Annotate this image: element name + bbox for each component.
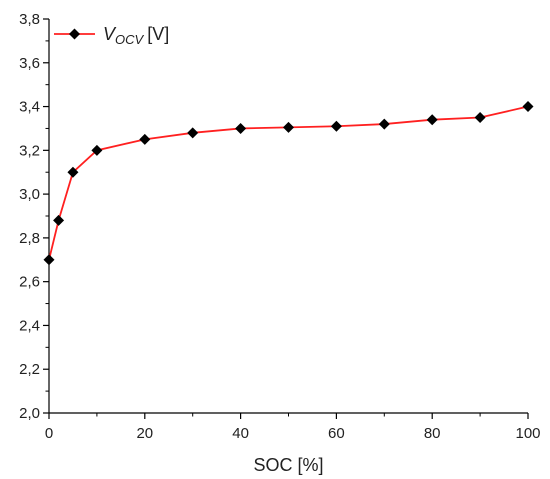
x-tick-label: 20 <box>136 425 153 442</box>
y-tick-label: 2,4 <box>19 317 40 334</box>
legend-label: VOCV [V] <box>103 24 169 47</box>
data-point-marker <box>187 127 199 139</box>
y-tick-label: 2,0 <box>19 405 40 422</box>
axes <box>48 19 528 414</box>
x-tick-label: 80 <box>424 425 441 442</box>
x-tick-label: 60 <box>328 425 345 442</box>
data-point-marker <box>330 120 342 132</box>
data-point-marker <box>67 166 79 178</box>
y-tick-label: 2,8 <box>19 230 40 247</box>
data-point-marker <box>235 122 247 134</box>
y-axis-ticks: 2,0 2,2 2,4 2,6 2,8 3,0 3,2 3,4 3,6 3,8 <box>19 11 49 422</box>
data-point-marker <box>43 254 55 266</box>
y-tick-label: 2,6 <box>19 274 40 291</box>
x-tick-label: 40 <box>232 425 249 442</box>
legend: VOCV [V] <box>54 24 169 47</box>
legend-marker-diamond <box>69 28 80 40</box>
data-point-marker <box>474 112 486 123</box>
x-tick-label: 100 <box>515 425 540 442</box>
legend-label-subscript: OCV <box>115 32 145 47</box>
y-tick-label: 3,8 <box>19 11 40 28</box>
data-point-marker <box>91 144 103 156</box>
data-point-marker <box>378 118 390 130</box>
data-point-marker <box>283 121 294 133</box>
x-axis-label: SOC [%] <box>253 455 323 475</box>
x-tick-label: 0 <box>45 425 53 442</box>
data-point-marker <box>426 114 438 126</box>
legend-label-unit: [V] <box>147 24 169 44</box>
y-tick-label: 2,2 <box>19 361 40 378</box>
y-tick-label: 3,4 <box>19 99 40 116</box>
y-tick-label: 3,6 <box>19 55 40 72</box>
data-point-marker <box>139 133 151 145</box>
y-tick-label: 3,0 <box>19 186 40 203</box>
legend-label-main: V <box>103 24 117 44</box>
series-group <box>43 101 534 266</box>
y-tick-label: 3,2 <box>19 142 40 159</box>
data-point-marker <box>53 214 65 226</box>
x-axis-ticks: 0 20 40 60 80 100 <box>45 413 541 442</box>
data-point-marker <box>522 101 534 113</box>
